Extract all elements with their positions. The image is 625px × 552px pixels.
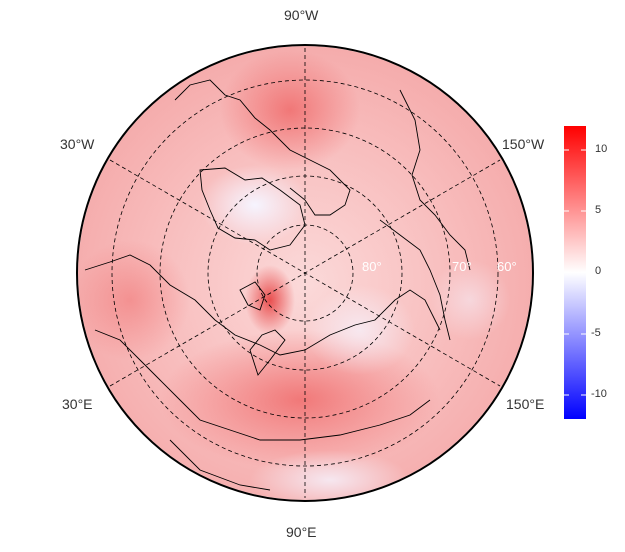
latitude-circle-50	[111, 79, 499, 467]
eurasia-north-coast	[84, 254, 441, 356]
colorbar-tick-0: 0	[595, 265, 602, 277]
asia-border	[169, 439, 271, 491]
chukotka-outline	[379, 219, 451, 341]
graticule	[109, 48, 501, 498]
colorbar-tick-minus-10: -10	[591, 388, 607, 400]
colorbar	[564, 126, 586, 419]
meridian-label-lower-right: 150°E	[506, 396, 545, 412]
eurasia-borders	[94, 329, 431, 441]
meridian-label-upper-left: 30°W	[60, 136, 95, 152]
latitude-circle-60	[159, 127, 451, 419]
meridian-label-lower-left: 30°E	[62, 396, 93, 412]
latitude-label-70: 70°	[452, 259, 472, 274]
latitude-label-80: 80°	[362, 259, 382, 274]
map-border	[76, 44, 534, 502]
meridian-label-upper-right: 150°W	[502, 136, 545, 152]
colorbar-tick-5: 5	[595, 204, 602, 216]
novaya-zemlya-outline	[249, 329, 286, 376]
latitude-label-60: 60°	[497, 259, 517, 274]
alaska-outline	[399, 89, 471, 271]
svalbard-outline	[239, 281, 266, 311]
meridian-label-bottom: 90°E	[286, 524, 317, 540]
meridian-label-top: 90°W	[284, 7, 319, 23]
meridian-30e-150w	[109, 159, 501, 387]
colorbar-tick-minus-5: -5	[591, 327, 601, 339]
canada-arctic-outline	[174, 79, 351, 216]
greenland-outline	[199, 167, 306, 251]
colorbar-tick-10: 10	[595, 143, 608, 155]
coastlines	[84, 79, 471, 491]
